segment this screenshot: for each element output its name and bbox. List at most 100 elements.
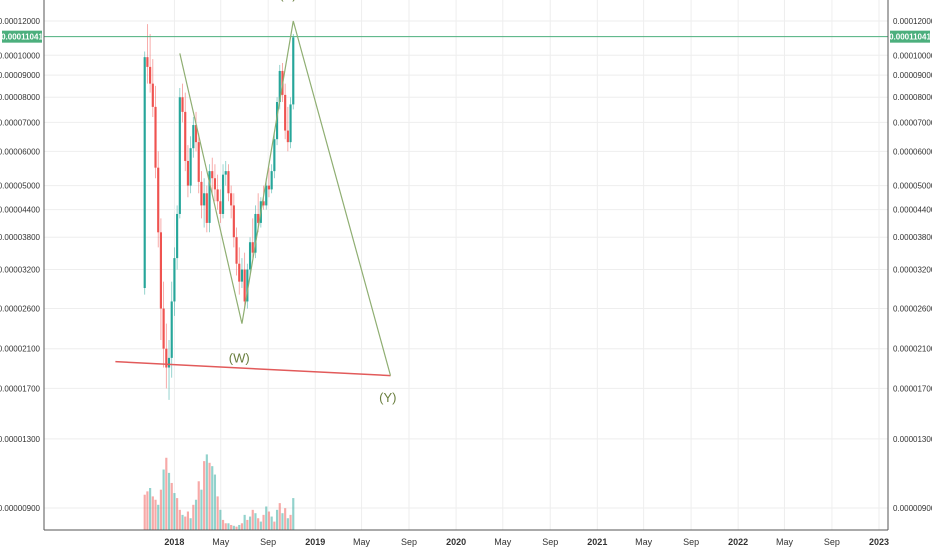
volume-bar	[270, 516, 273, 530]
candle-body	[162, 308, 165, 349]
last-price-badge-right	[890, 30, 930, 43]
candle-body	[286, 130, 289, 143]
volume-bar	[289, 514, 292, 530]
candle-body	[235, 237, 238, 264]
last-price-label-right: 0.00011041	[889, 33, 931, 42]
last-price-label-left: 0.00011041	[1, 33, 43, 42]
volume-bar	[154, 499, 157, 530]
volume-bars	[143, 454, 295, 530]
y-tick-label-left: 0.00007000	[0, 118, 41, 127]
volume-bar	[273, 521, 276, 530]
candle-body	[189, 148, 192, 186]
candle-body	[176, 213, 179, 259]
volume-bar	[173, 493, 176, 530]
wave-label: (W)	[229, 351, 250, 366]
y-tick-label-left: 0.00009000	[0, 71, 41, 80]
volume-bar	[267, 511, 271, 530]
volume-bar	[157, 504, 160, 530]
candle-body	[167, 357, 171, 368]
volume-bar	[238, 524, 241, 530]
candle-body	[159, 232, 162, 309]
candle-body	[243, 269, 246, 302]
volume-bar	[278, 503, 281, 530]
wave-label: (X)	[279, 0, 296, 2]
y-tick-label-right: 0.00009000	[893, 71, 932, 80]
volume-bar	[221, 519, 225, 530]
volume-bar	[246, 519, 249, 530]
drawings: (X) (W) (Y)	[44, 0, 888, 405]
volume-bar	[219, 509, 222, 530]
volume-bar	[232, 525, 235, 530]
candle-body	[149, 66, 152, 84]
volume-bar	[162, 469, 165, 530]
x-tick-label: 2018	[164, 537, 184, 547]
volume-bar	[205, 454, 208, 530]
candle-body	[173, 258, 176, 302]
x-tick-label: May	[776, 537, 794, 547]
candle-body	[224, 171, 227, 175]
candle-body	[248, 242, 252, 270]
volume-bar	[262, 514, 265, 530]
candle-body	[157, 167, 160, 233]
volume-bar	[151, 496, 154, 530]
volume-bar	[235, 526, 238, 530]
y-tick-label-right: 0.00004400	[893, 206, 932, 215]
volume-bar	[197, 481, 200, 530]
candle-body	[219, 201, 222, 214]
volume-bar	[275, 509, 279, 530]
candle-body	[238, 263, 241, 282]
candle-body	[221, 174, 225, 214]
y-tick-label-right: 0.00002100	[893, 345, 932, 354]
volume-bar	[281, 513, 284, 530]
x-tick-label: Sep	[683, 537, 699, 547]
y-tick-label-right: 0.00007000	[893, 118, 932, 127]
last-price-badge-left	[2, 30, 42, 43]
candle-body	[267, 185, 271, 190]
volume-bar	[251, 509, 254, 530]
candle-body	[262, 201, 265, 206]
candle-body	[216, 189, 219, 202]
candle-body	[278, 70, 281, 102]
volume-bar	[159, 489, 162, 530]
candle-body	[251, 242, 254, 253]
volume-bar	[240, 523, 244, 530]
candle-body	[205, 193, 208, 223]
volume-bar	[257, 518, 260, 530]
y-tick-label-left: 0.00006000	[0, 147, 41, 156]
x-tick-label: 2019	[305, 537, 325, 547]
x-tick-label: Sep	[542, 537, 558, 547]
y-tick-label-right: 0.00003200	[893, 266, 932, 275]
y-tick-label-left: 0.00000900	[0, 504, 41, 513]
candle-body	[246, 269, 249, 302]
y-tick-label-left: 0.00001300	[0, 435, 41, 444]
volume-bar	[181, 514, 184, 530]
wave-path	[179, 20, 392, 376]
wave-label: (Y)	[379, 390, 396, 405]
volume-bar	[230, 524, 233, 530]
y-tick-label-left: 0.00004400	[0, 206, 41, 215]
candle-body	[265, 185, 268, 206]
volume-bar	[203, 461, 206, 530]
volume-bar	[284, 508, 287, 530]
y-tick-label-right: 0.00005000	[893, 182, 932, 191]
candle-body	[232, 205, 235, 238]
volume-bar	[149, 488, 152, 530]
volume-bar	[211, 466, 214, 530]
candle-body	[240, 269, 244, 282]
volume-bar	[254, 513, 257, 530]
y-tick-label-right: 0.00006000	[893, 147, 932, 156]
candle-body	[186, 160, 190, 186]
candle-body	[197, 142, 200, 182]
volume-bar	[146, 491, 149, 530]
y-tick-label-left: 0.00003200	[0, 266, 41, 275]
y-tick-label-right: 0.00012000	[893, 17, 932, 26]
y-tick-label-right: 0.00008000	[893, 93, 932, 102]
volume-bar	[165, 457, 168, 530]
y-tick-label-left: 0.00008000	[0, 93, 41, 102]
candle-body	[254, 213, 257, 253]
candle-body	[146, 57, 149, 67]
volume-bar	[292, 498, 295, 530]
candle-body	[165, 348, 168, 368]
